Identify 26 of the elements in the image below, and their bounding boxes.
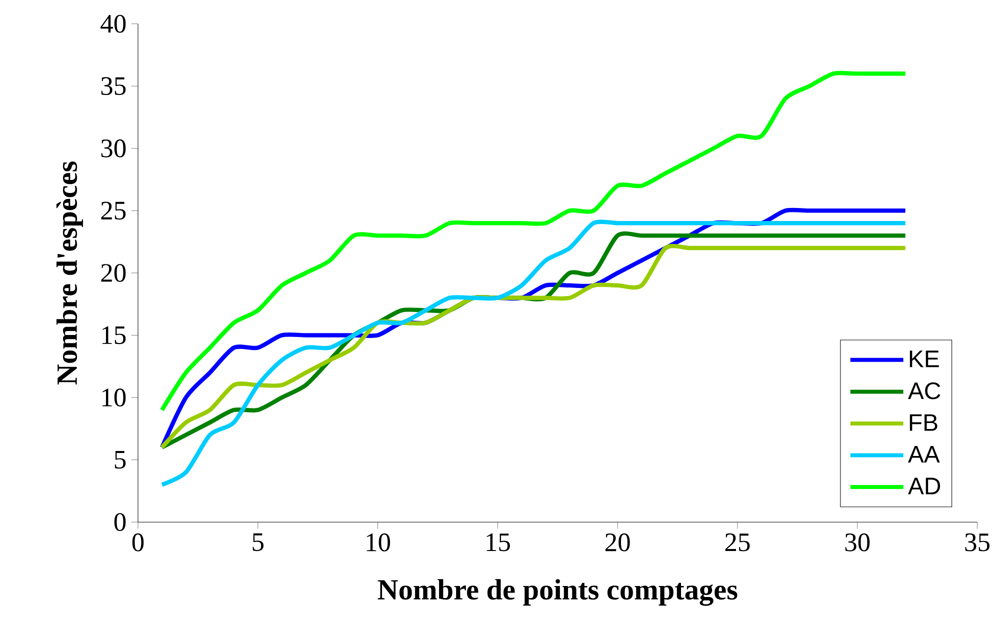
legend-label: FB xyxy=(910,414,938,431)
x-tick-label: 20 xyxy=(605,533,630,552)
y-tick-label: 20 xyxy=(101,264,126,282)
x-tick-label: 0 xyxy=(132,533,144,552)
x-tick-label: 5 xyxy=(252,533,264,552)
x-tick-label: 15 xyxy=(486,533,510,552)
y-tick-label: 0 xyxy=(114,513,126,532)
legend-label: AC xyxy=(908,382,940,400)
y-tick-label: 10 xyxy=(102,388,126,406)
y-tick-label: 5 xyxy=(114,450,126,469)
y-axis-title: Nombre d'espèces xyxy=(56,161,83,385)
y-tick-label: 30 xyxy=(101,139,126,158)
y-tick-label: 40 xyxy=(100,14,126,33)
x-tick-label: 30 xyxy=(845,533,870,552)
y-tick-label: 25 xyxy=(101,202,126,220)
legend-label: AD xyxy=(908,478,940,494)
x-tick-label: 10 xyxy=(366,533,390,552)
y-tick-label: 15 xyxy=(102,326,126,344)
legend-label: AA xyxy=(908,446,940,462)
x-axis-title: Nombre de points comptages xyxy=(378,579,738,606)
y-tick-label: 35 xyxy=(101,77,126,95)
line-series xyxy=(160,70,908,412)
x-tick-label: 35 xyxy=(965,533,990,552)
x-tick-label: 25 xyxy=(725,533,750,552)
line-series xyxy=(160,220,908,487)
legend-label: KE xyxy=(910,350,939,368)
